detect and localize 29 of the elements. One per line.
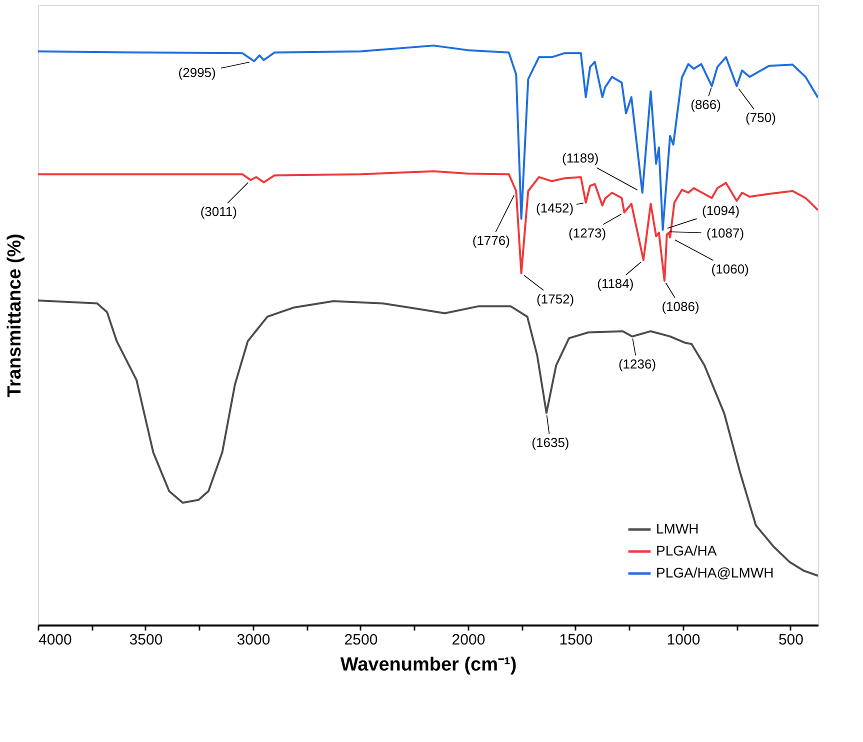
annotation: (2995) (178, 65, 216, 80)
annotation: (1184) (597, 276, 634, 291)
annotation: (1060) (711, 261, 749, 276)
annotation: (1273) (568, 225, 606, 240)
x-tick-label: 2500 (344, 632, 378, 648)
legend-label: LMWH (656, 520, 699, 536)
annotation: (1086) (662, 298, 700, 314)
annotation: (1776) (472, 233, 510, 248)
annotation: (1452) (536, 200, 574, 216)
annotation: (1087) (706, 226, 744, 241)
x-tick-label: 1500 (559, 632, 593, 648)
annotation: (3011) (200, 204, 237, 219)
x-tick-label: 500 (778, 632, 804, 648)
x-axis-title: Wavenumber (cm⁻¹) (340, 654, 517, 676)
y-axis-title: Transmittance (%) (4, 234, 26, 398)
x-tick-label: 3000 (236, 632, 270, 648)
annotation: (1189) (562, 150, 599, 166)
annotation: (1752) (536, 291, 574, 306)
annotation: (866) (690, 97, 721, 112)
legend-label: PLGA/HA (656, 542, 718, 558)
x-tick-label: 1000 (666, 632, 700, 648)
annotation: (1236) (618, 356, 656, 372)
annotation: (1635) (532, 434, 570, 450)
x-tick-label: 2000 (452, 632, 486, 648)
x-tick-label: 3500 (129, 632, 163, 648)
legend-label: PLGA/HA@LMWH (656, 564, 774, 580)
annotation: (750) (746, 110, 776, 126)
x-tick-label: 4000 (38, 632, 72, 648)
annotation: (1094) (702, 202, 740, 218)
